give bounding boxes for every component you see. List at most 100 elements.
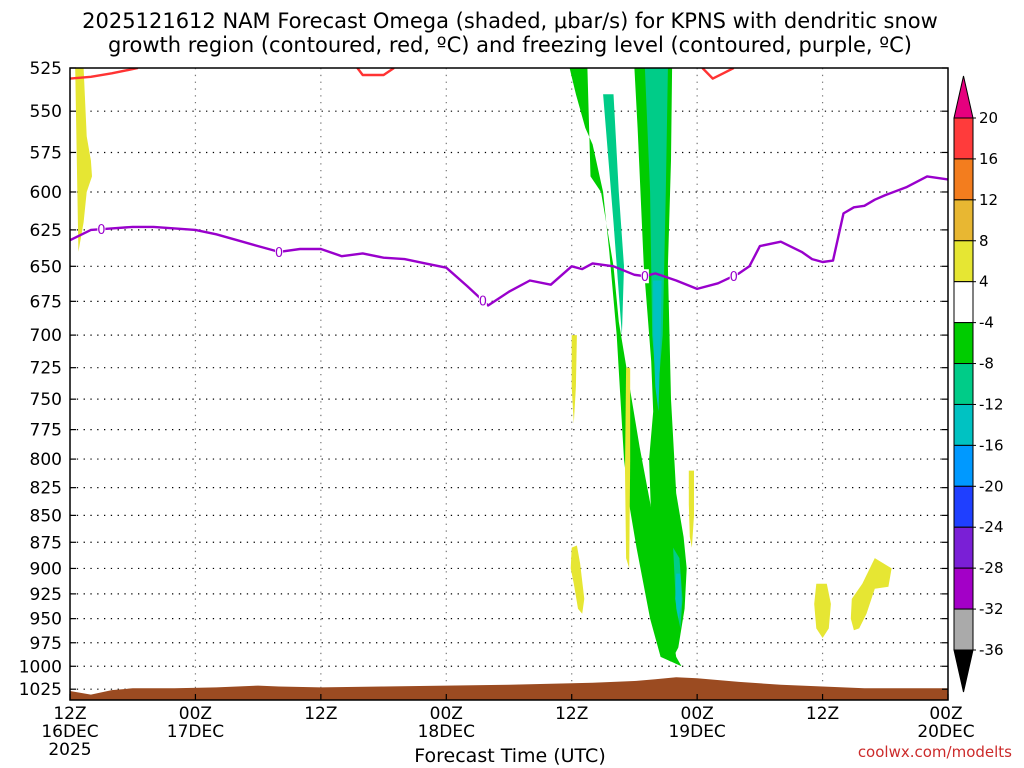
y-tick-label: 875 xyxy=(30,533,62,553)
x-axis-label: Forecast Time (UTC) xyxy=(414,745,605,767)
omega-region xyxy=(850,558,892,631)
x-tick-label-date: 19DEC xyxy=(668,722,725,742)
y-tick-label: 725 xyxy=(30,359,62,379)
omega-region xyxy=(688,470,694,548)
y-tick-label: 550 xyxy=(30,102,62,122)
freezing-level-label: 0 xyxy=(479,295,487,310)
colorbar-tick-label: 8 xyxy=(979,232,989,250)
colorbar-swatch xyxy=(953,403,974,446)
y-axis-pressure-ticks: 525 550 575 600 625 650 675 700 725 750 775 800 825 8… xyxy=(19,59,948,700)
y-tick-label: 775 xyxy=(30,421,62,441)
y-tick-label: 675 xyxy=(30,292,62,312)
y-tick-label: 1000 xyxy=(19,657,62,677)
y-tick-label: 525 xyxy=(30,59,62,79)
y-tick-label: 825 xyxy=(30,479,62,499)
x-tick-label-date: 17DEC xyxy=(167,722,224,742)
y-tick-label: 1025 xyxy=(19,680,62,700)
colorbar-swatch xyxy=(953,199,974,242)
freezing-level-label: 0 xyxy=(275,246,283,261)
colorbar-swatch xyxy=(953,240,974,283)
freezing-level-label-bg xyxy=(478,293,487,308)
colorbar-tick-label: 12 xyxy=(979,191,998,209)
colorbar-tick-label: -8 xyxy=(979,355,994,373)
colorbar-tick-label: -32 xyxy=(979,600,1004,618)
colorbar-tick-label: 4 xyxy=(979,273,989,291)
colorbar-tick-label: -28 xyxy=(979,559,1004,577)
freezing-level-label-bg xyxy=(729,268,738,283)
colorbar-swatch xyxy=(953,322,974,365)
colorbar-tick-label: -20 xyxy=(979,477,1004,495)
x-tick-label-date: 16DEC xyxy=(41,722,98,742)
colorbar-tick-label: -12 xyxy=(979,395,1004,413)
dgz-contour-line xyxy=(356,68,395,77)
surface-terrain-layer xyxy=(70,677,948,700)
chart-title-line-2: growth region (contoured, red, ºC) and f… xyxy=(108,33,912,57)
dgz-contour-line xyxy=(70,68,139,80)
x-tick-label-time: 12Z xyxy=(806,704,839,724)
omega-region xyxy=(603,94,624,336)
omega-region xyxy=(634,68,687,662)
omega-region xyxy=(653,280,662,412)
x-tick-label-time: 12Z xyxy=(555,704,588,724)
y-tick-label: 975 xyxy=(30,634,62,654)
freezing-level-line xyxy=(70,175,948,307)
colorbar-tick-label: -16 xyxy=(979,436,1004,454)
y-tick-label: 900 xyxy=(30,559,62,579)
y-tick-label: 950 xyxy=(30,610,62,630)
colorbar-swatch xyxy=(953,608,974,651)
colorbar-swatch xyxy=(953,444,974,487)
colorbar-swatch xyxy=(953,281,974,324)
colorbar-swatch xyxy=(953,567,974,610)
x-tick-label-time: 00Z xyxy=(179,704,212,724)
y-tick-label: 600 xyxy=(30,183,62,203)
colorbar-tick-label: 20 xyxy=(979,109,998,127)
colorbar-swatch xyxy=(953,117,974,160)
omega-region xyxy=(625,367,631,569)
y-tick-label: 650 xyxy=(30,257,62,277)
omega-region xyxy=(571,335,577,424)
freezing-level-label-bg xyxy=(640,269,649,284)
colorbar-tick-label: -36 xyxy=(979,641,1004,659)
colorbar-swatch xyxy=(953,485,974,528)
y-tick-label: 800 xyxy=(30,450,62,470)
colorbar-tick-label: 16 xyxy=(979,150,998,168)
omega-region xyxy=(644,68,668,400)
y-tick-label: 575 xyxy=(30,143,62,163)
x-tick-label-time: 12Z xyxy=(304,704,337,724)
colorbar-tick-label: -24 xyxy=(979,518,1004,536)
omega-region xyxy=(675,573,682,619)
omega-region xyxy=(75,68,92,252)
omega-colorbar: 20 16 12 8 4 -4 -8 -12 -16 -20 -24 -28 -32 -36 xyxy=(953,75,1004,693)
colorbar-bottom-triangle xyxy=(953,649,974,693)
x-tick-label-time: 00Z xyxy=(929,704,962,724)
freezing-level-label: 0 xyxy=(730,270,738,285)
omega-region xyxy=(570,545,585,614)
y-tick-label: 625 xyxy=(30,221,62,241)
colorbar-swatch xyxy=(953,526,974,569)
freezing-level-label: 0 xyxy=(641,270,649,285)
x-tick-label-date: 20DEC xyxy=(917,722,974,742)
omega-shading-layer xyxy=(75,68,892,667)
colorbar-tick-label: -4 xyxy=(979,314,994,332)
surface-terrain xyxy=(70,677,948,700)
omega-region xyxy=(569,68,682,667)
colorbar-swatch xyxy=(953,158,974,201)
omega-region xyxy=(814,583,831,638)
freezing-level-label-bg xyxy=(275,244,284,259)
y-tick-label: 850 xyxy=(30,506,62,526)
credit-text: coolwx.com/modelts xyxy=(858,743,1012,761)
contour-layer: 0 0 0 0 0 xyxy=(70,68,948,310)
y-tick-label: 925 xyxy=(30,585,62,605)
x-tick-label-time: 00Z xyxy=(681,704,714,724)
x-tick-label-time: 12Z xyxy=(53,704,86,724)
x-tick-label-year: 2025 xyxy=(48,740,91,760)
x-tick-label-time: 00Z xyxy=(430,704,463,724)
freezing-level-label: 0 xyxy=(97,223,105,238)
colorbar-top-triangle xyxy=(953,75,974,119)
freezing-level-label-bg xyxy=(97,222,106,237)
plot-frame xyxy=(69,67,949,701)
colorbar-swatch xyxy=(953,363,974,405)
x-tick-label-date: 18DEC xyxy=(418,722,475,742)
